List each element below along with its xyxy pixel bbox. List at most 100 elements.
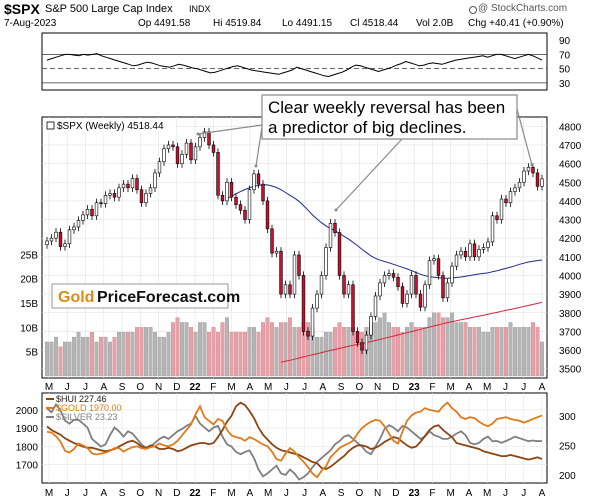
candle-body	[135, 178, 139, 191]
volume-bar	[90, 332, 94, 377]
metals-right-tick-label: 250	[559, 441, 576, 452]
annotation-line-1: Clear weekly reversal has been	[268, 98, 505, 117]
metals-left-tick-label: 1800	[16, 442, 39, 453]
metals-panel-frame	[41, 392, 548, 484]
volume-bar	[157, 336, 162, 377]
rsi-tick-label: 50	[559, 65, 571, 76]
price-tick-label: 4000	[559, 271, 582, 282]
volume-bar	[454, 322, 459, 377]
volume-bar	[391, 327, 396, 377]
candle-body	[49, 237, 54, 242]
price-tick-label: 3900	[559, 290, 582, 301]
candle-body	[90, 208, 94, 217]
candle-body	[459, 250, 463, 256]
volume-bar	[400, 332, 405, 377]
candle-body	[342, 275, 346, 295]
volume-bar	[481, 332, 486, 377]
volume-bar	[459, 322, 463, 377]
annotation-arrow-head	[196, 132, 200, 136]
volume-bar	[450, 312, 454, 377]
candle-body	[508, 191, 513, 204]
volume-bar	[436, 312, 441, 377]
metals-x-tick-label: S	[338, 488, 345, 499]
logo-box	[51, 283, 229, 309]
candle-body	[346, 284, 351, 295]
metals-x-tick-label: J	[503, 488, 508, 499]
metals-x-tick-label: J	[284, 488, 289, 499]
candle-body	[382, 275, 387, 284]
metals-right-tick-label: 200	[559, 471, 576, 482]
metals-right-tick-label: 300	[559, 412, 576, 423]
volume-bar	[144, 327, 148, 377]
price-x-tick-label: A	[247, 382, 254, 393]
candle-body	[103, 195, 108, 204]
volume-bar	[252, 327, 256, 377]
candle-body	[58, 231, 63, 247]
candle-body	[67, 229, 72, 245]
price-x-tick-label: D	[173, 382, 180, 393]
volume-bar	[306, 322, 310, 377]
volume-bar	[346, 327, 351, 377]
annotation-line-2: a predictor of big declines.	[268, 118, 466, 137]
candle-body	[157, 161, 162, 174]
candle-body	[193, 146, 198, 161]
metals-x-tick-label: J	[521, 488, 526, 499]
candle-body	[229, 181, 234, 198]
volume-bar	[67, 341, 72, 377]
volume-bar	[423, 327, 427, 377]
candle-body	[202, 131, 207, 138]
price-x-tick-label: M	[45, 382, 53, 393]
candle-body	[423, 284, 427, 308]
candle-body	[153, 172, 157, 189]
volume-bar	[328, 332, 333, 377]
price-x-tick-label: J	[503, 382, 508, 393]
logo-gold-text: Gold	[58, 289, 94, 306]
candle-body	[324, 247, 328, 276]
volume-bar	[441, 317, 445, 377]
candle-body	[108, 193, 112, 196]
candle-body	[76, 220, 81, 228]
candle-body	[220, 195, 225, 202]
metals-x-tick-label: A	[320, 488, 327, 499]
volume-bar	[81, 336, 85, 377]
candle-body	[216, 152, 220, 196]
metals-x-tick-label: 23	[409, 488, 421, 499]
price-x-tick-label: A	[320, 382, 327, 393]
watermark-text: @ StockCharts.com	[478, 3, 568, 14]
rsi-tick-label: 30	[559, 79, 571, 90]
metals-x-tick-label: N	[155, 488, 162, 499]
candle-body	[351, 284, 355, 332]
candle-body	[72, 226, 76, 231]
volume-bar	[499, 327, 504, 377]
candle-body	[243, 209, 247, 220]
metals-x-tick-label: O	[356, 488, 364, 499]
volume-bar	[288, 317, 292, 377]
volume-bar	[126, 332, 130, 377]
volume-bar	[414, 327, 418, 377]
volume-tick-label: 25B	[20, 250, 38, 261]
price-x-tick-label: 23	[409, 382, 421, 393]
volume-tick-label: 15B	[20, 299, 38, 310]
metals-x-tick-label: A	[247, 488, 254, 499]
candle-body	[274, 250, 279, 254]
candle-body	[126, 183, 130, 189]
volume-bar	[540, 341, 544, 377]
candle-body	[198, 137, 202, 148]
volume-bar	[495, 327, 499, 377]
volume-bar	[49, 341, 54, 377]
volume-bar	[135, 327, 139, 377]
price-x-tick-label: A	[100, 382, 107, 393]
date-label: 7-Aug-2023	[4, 18, 57, 29]
candle-body	[526, 167, 531, 172]
price-tick-label: 4800	[559, 122, 582, 133]
volume-bar	[396, 327, 400, 377]
logo-site-text: PriceForecast.com	[97, 289, 240, 306]
volume-bar	[148, 327, 153, 377]
candle-body	[441, 275, 445, 299]
candle-body	[468, 243, 472, 258]
candle-body	[247, 189, 252, 220]
volume-bar	[103, 336, 108, 377]
price-x-tick-label: F	[429, 382, 435, 393]
volume-bar	[265, 317, 270, 377]
price-x-tick-label: J	[302, 382, 307, 393]
